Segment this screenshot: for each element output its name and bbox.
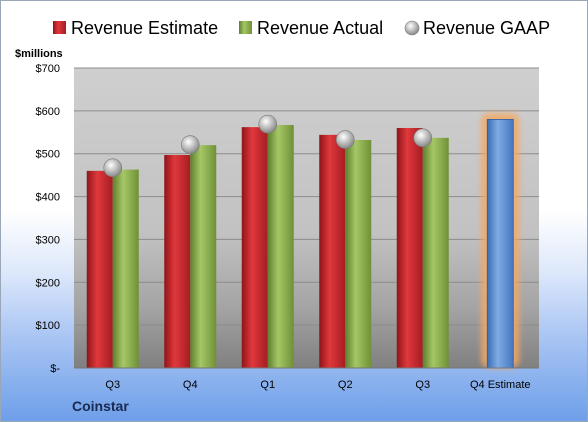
x-tick-label: Q3 bbox=[415, 379, 430, 391]
bar-revenue-actual bbox=[345, 140, 372, 368]
axes: $- $100 $200 $300 $400 $500 $600 $700 Q3 Q4 Q1 Q2 Q3… bbox=[36, 63, 539, 391]
bar-revenue-actual bbox=[112, 169, 139, 368]
y-tick-label: $100 bbox=[36, 320, 60, 332]
legend-swatch-revenue-gaap bbox=[404, 20, 420, 36]
bar-revenue-estimate bbox=[164, 155, 191, 368]
x-tick-label: Q2 bbox=[338, 379, 353, 391]
legend-swatch-revenue-actual bbox=[239, 21, 252, 34]
gaap-marker bbox=[258, 114, 278, 134]
gaap-marker bbox=[335, 130, 355, 149]
gaap-marker bbox=[103, 158, 123, 178]
y-tick-label: $400 bbox=[36, 192, 60, 204]
y-tick-label: $700 bbox=[36, 63, 60, 75]
y-tick-label: $300 bbox=[36, 234, 60, 246]
bars bbox=[86, 113, 520, 369]
bar-revenue-estimate bbox=[319, 134, 346, 368]
legend: Revenue Estimate Revenue Actual Revenue GA… bbox=[53, 18, 550, 38]
y-tick-label: $500 bbox=[36, 149, 60, 161]
bar-revenue-actual bbox=[267, 125, 294, 368]
x-tick-label: Q1 bbox=[260, 379, 275, 391]
grid-lines bbox=[74, 67, 539, 369]
x-tick-label: Q3 bbox=[105, 379, 120, 391]
bar-revenue-estimate bbox=[241, 127, 268, 369]
gaap-markers bbox=[103, 114, 433, 178]
legend-swatch-revenue-estimate bbox=[53, 21, 66, 34]
legend-label: Revenue Actual bbox=[257, 18, 383, 38]
y-tick-label: $600 bbox=[36, 106, 60, 118]
x-tick-label: Q4 bbox=[183, 379, 198, 391]
bar-revenue-actual bbox=[190, 145, 217, 368]
gaap-marker bbox=[180, 135, 200, 155]
y-tick-label: $200 bbox=[36, 277, 60, 289]
company-name: Coinstar bbox=[72, 398, 129, 414]
bar-revenue-actual bbox=[422, 137, 449, 368]
bar-revenue-estimate bbox=[396, 128, 423, 368]
y-axis-unit-label: $millions bbox=[15, 48, 63, 60]
x-tick-label: Q4 Estimate bbox=[470, 379, 531, 391]
bar-q4-estimate bbox=[486, 119, 514, 369]
bar-revenue-estimate bbox=[86, 170, 113, 368]
gaap-marker bbox=[413, 128, 433, 148]
y-tick-label: $- bbox=[50, 363, 60, 375]
plot-area bbox=[74, 68, 539, 368]
legend-label: Revenue GAAP bbox=[423, 18, 550, 38]
legend-label: Revenue Estimate bbox=[71, 18, 218, 38]
